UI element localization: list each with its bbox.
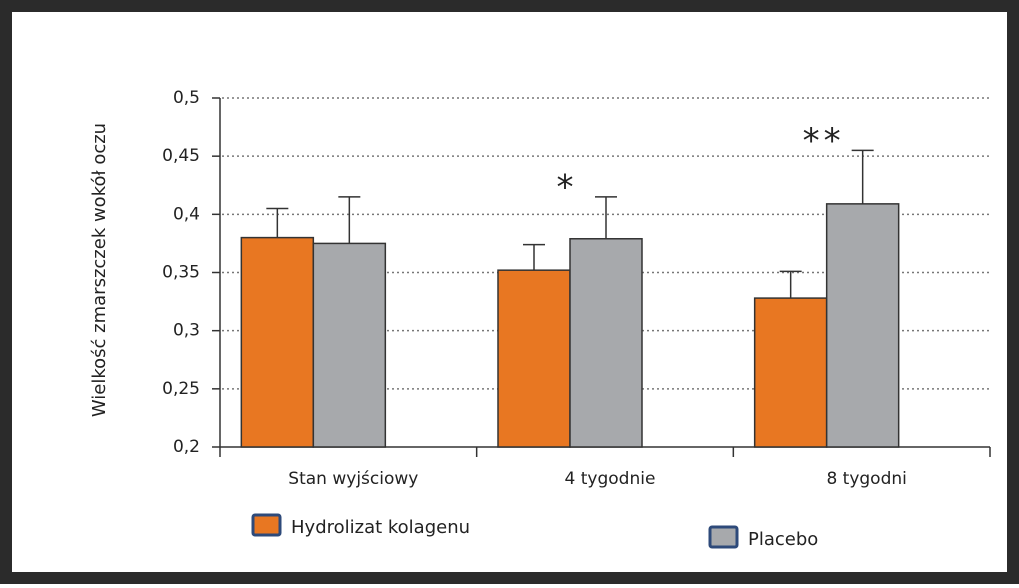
y-axis-label: Wielkość zmarszczek wokół oczu <box>89 123 110 417</box>
x-tick-label: Stan wyjściowy <box>288 469 418 489</box>
bar <box>497 269 571 448</box>
legend-label: Hydrolizat kolagenu <box>291 517 470 538</box>
y-tick-label: 0,3 <box>173 321 200 341</box>
y-tick-label: 0,35 <box>162 263 200 283</box>
bar <box>753 297 828 448</box>
annotation: ** <box>803 121 845 161</box>
bar <box>312 242 387 448</box>
x-tick-label: 4 tygodnie <box>565 469 656 489</box>
y-tick-label: 0,5 <box>173 88 200 108</box>
x-tick-label: 8 tygodni <box>826 469 906 489</box>
y-tick-label: 0,45 <box>162 146 200 166</box>
bar <box>569 238 643 448</box>
legend-label: Placebo <box>748 529 818 550</box>
legend-swatch <box>251 513 282 537</box>
bar <box>240 236 315 448</box>
legend-swatch <box>708 525 739 549</box>
y-tick-label: 0,4 <box>173 204 200 224</box>
bar <box>825 203 900 448</box>
y-tick-label: 0,25 <box>162 379 200 399</box>
y-tick-label: 0,2 <box>173 437 200 457</box>
annotation: * <box>557 167 578 207</box>
